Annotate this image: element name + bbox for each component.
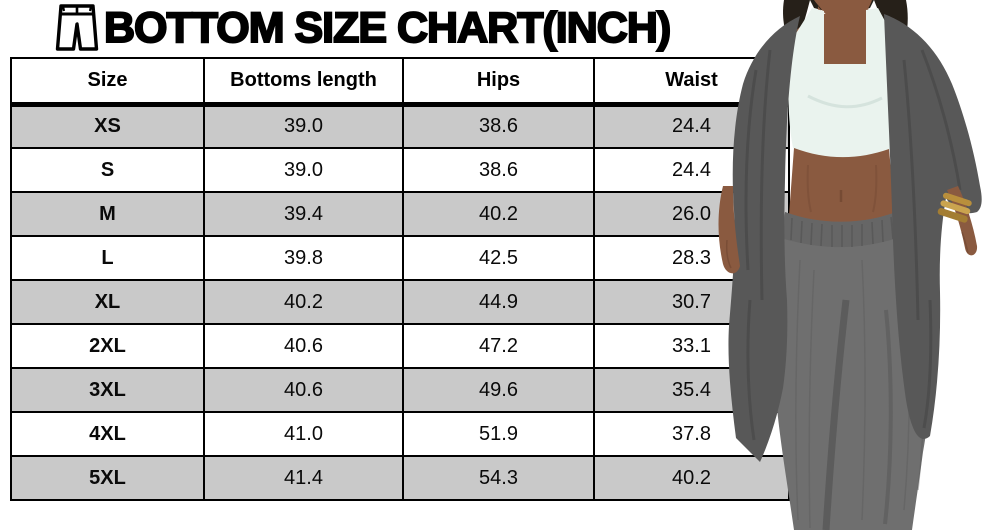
title-bar: BOTTOM SIZE CHART(INCH) [52, 0, 672, 56]
page-title: BOTTOM SIZE CHART(INCH) [103, 3, 672, 52]
table-row-xs: XS 39.0 38.6 24.4 [10, 103, 790, 149]
table-cell: L [10, 235, 205, 281]
table-cell: XL [10, 279, 205, 325]
table-cell: 42.5 [402, 235, 595, 281]
table-cell: S [10, 147, 205, 193]
table-cell: 40.2 [402, 191, 595, 237]
column-header-bottoms-length: Bottoms length [203, 57, 404, 107]
table-cell: 5XL [10, 455, 205, 501]
table-row-m: M 39.4 40.2 26.0 [10, 191, 790, 237]
table-row-s: S 39.0 38.6 24.4 [10, 147, 790, 193]
table-cell: XS [10, 103, 205, 149]
model-photo [718, 0, 982, 530]
table-cell: 39.0 [203, 147, 404, 193]
table-cell: 49.6 [402, 367, 595, 413]
table-cell: 39.4 [203, 191, 404, 237]
table-cell: 3XL [10, 367, 205, 413]
table-cell: 4XL [10, 411, 205, 457]
table-row-l: L 39.8 42.5 28.3 [10, 235, 790, 281]
table-row-5xl: 5XL 41.4 54.3 40.2 [10, 455, 790, 501]
table-cell: 39.8 [203, 235, 404, 281]
table-cell: 51.9 [402, 411, 595, 457]
table-row-3xl: 3XL 40.6 49.6 35.4 [10, 367, 790, 413]
table-cell: 38.6 [402, 147, 595, 193]
table-cell: 39.0 [203, 103, 404, 149]
table-cell: 44.9 [402, 279, 595, 325]
table-cell: 40.6 [203, 367, 404, 413]
table-cell: 41.0 [203, 411, 404, 457]
table-cell: 54.3 [402, 455, 595, 501]
header-row: Size Bottoms length Hips Waist [10, 57, 790, 107]
table-cell: 40.2 [593, 455, 790, 501]
table-row-xl: XL 40.2 44.9 30.7 [10, 279, 790, 325]
table-cell: 40.2 [203, 279, 404, 325]
table-row-2xl: 2XL 40.6 47.2 33.1 [10, 323, 790, 369]
column-header-size: Size [10, 57, 205, 107]
size-table: Size Bottoms length Hips Waist XS 39.0 3… [10, 57, 790, 501]
table-row-4xl: 4XL 41.0 51.9 37.8 [10, 411, 790, 457]
table-cell: 47.2 [402, 323, 595, 369]
table-cell: 38.6 [402, 103, 595, 149]
table-cell: 40.6 [203, 323, 404, 369]
pants-icon [55, 4, 99, 51]
column-header-hips: Hips [402, 57, 595, 107]
bracelet [937, 192, 972, 223]
table-cell: 41.4 [203, 455, 404, 501]
table-cell: M [10, 191, 205, 237]
table-cell: 2XL [10, 323, 205, 369]
